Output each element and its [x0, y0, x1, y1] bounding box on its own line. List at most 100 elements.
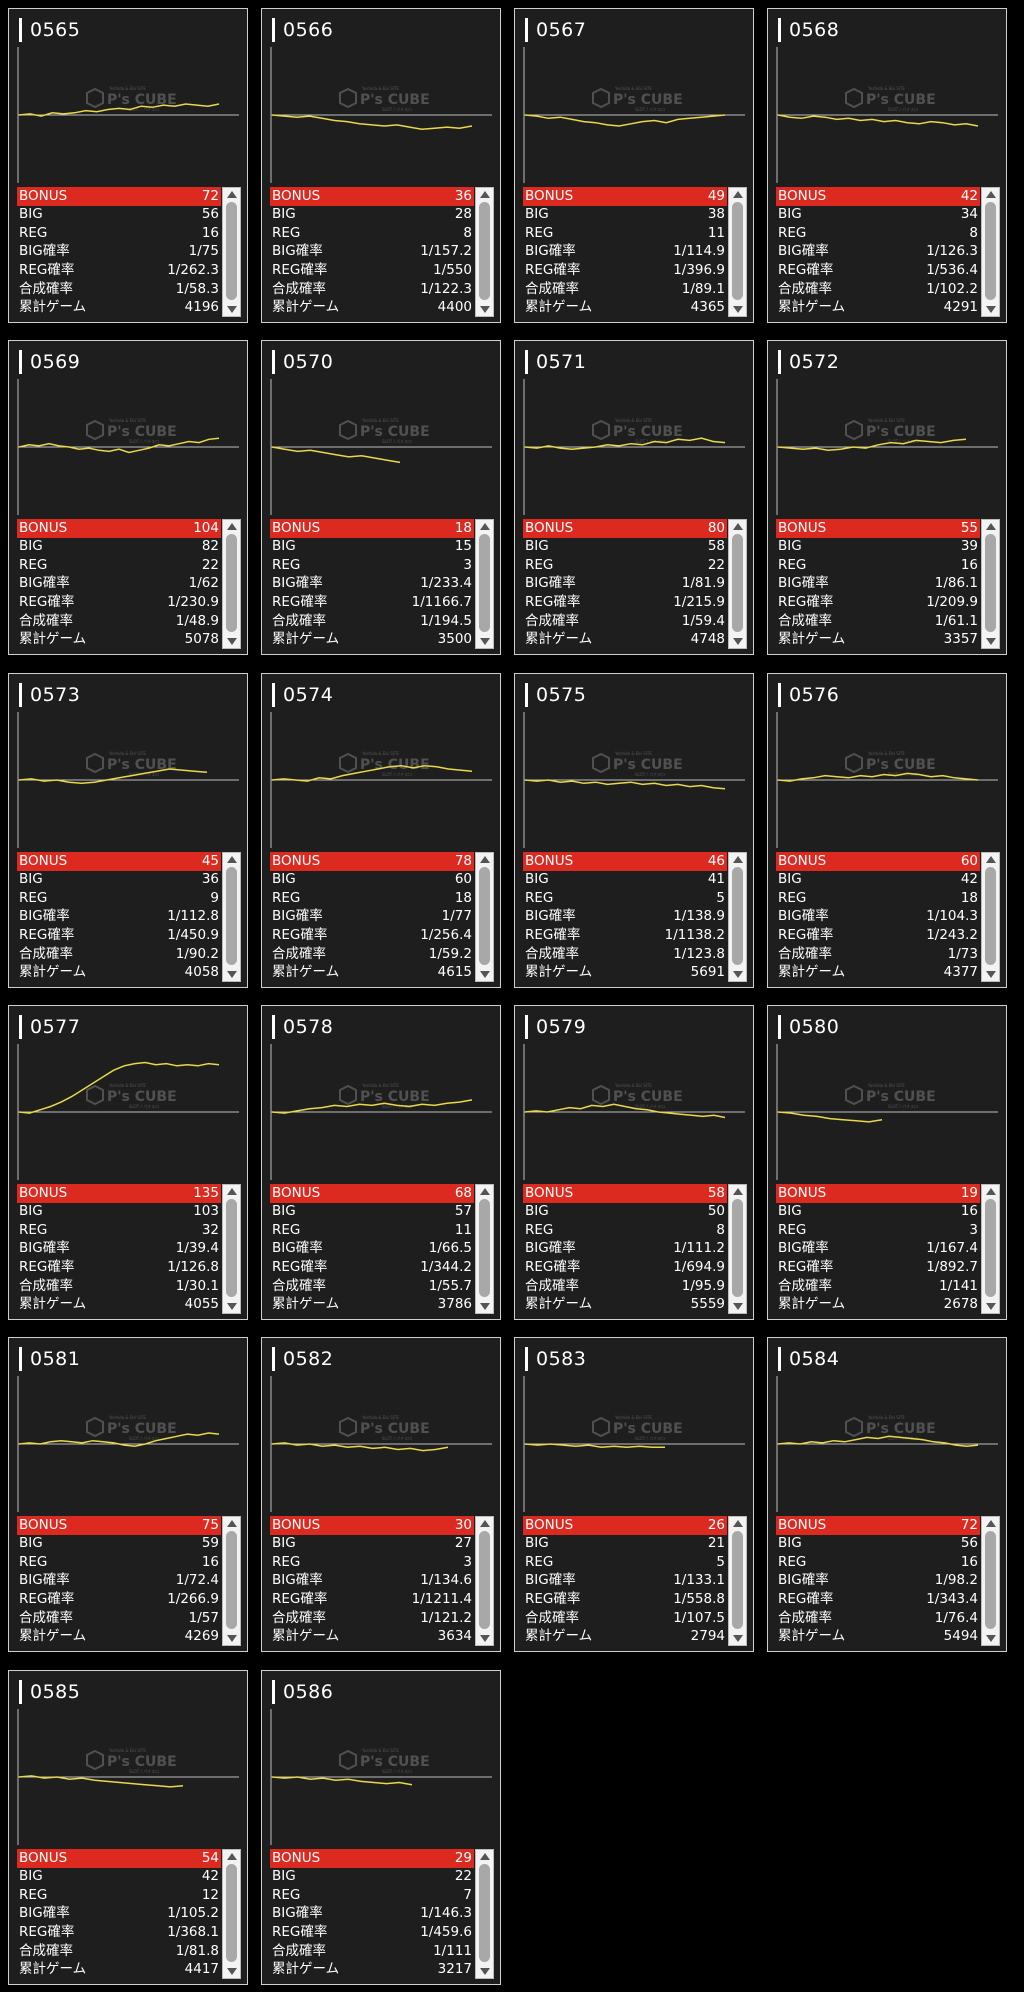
- scroll-up-arrow-icon[interactable]: [480, 1853, 490, 1860]
- scroll-down-arrow-icon[interactable]: [986, 971, 996, 978]
- stats-scrollbar[interactable]: [222, 852, 241, 982]
- scroll-up-arrow-icon[interactable]: [480, 1520, 490, 1527]
- stats-scrollbar[interactable]: [475, 519, 494, 649]
- machine-card[interactable]: 0579 P's CUBE Yoshida & Ebi SITE SLOT / …: [514, 1005, 754, 1320]
- scrollbar-thumb[interactable]: [479, 1199, 490, 1297]
- scroll-down-arrow-icon[interactable]: [227, 1968, 237, 1975]
- scroll-up-arrow-icon[interactable]: [986, 1188, 996, 1195]
- scrollbar-thumb[interactable]: [226, 1531, 237, 1629]
- scroll-down-arrow-icon[interactable]: [986, 1635, 996, 1642]
- scroll-down-arrow-icon[interactable]: [986, 638, 996, 645]
- machine-card[interactable]: 0567 P's CUBE Yoshida & Ebi SITE SLOT / …: [514, 8, 754, 323]
- machine-card[interactable]: 0565 P's CUBE Yoshida & Ebi SITE SLOT / …: [8, 8, 248, 323]
- machine-card[interactable]: 0573 P's CUBE Yoshida & Ebi SITE SLOT / …: [8, 673, 248, 988]
- stats-scrollbar[interactable]: [981, 1184, 1000, 1314]
- scroll-up-arrow-icon[interactable]: [733, 523, 743, 530]
- scroll-up-arrow-icon[interactable]: [986, 523, 996, 530]
- scroll-down-arrow-icon[interactable]: [227, 638, 237, 645]
- stats-scrollbar[interactable]: [475, 1516, 494, 1646]
- stats-scrollbar[interactable]: [475, 1184, 494, 1314]
- machine-card[interactable]: 0582 P's CUBE Yoshida & Ebi SITE SLOT / …: [261, 1337, 501, 1652]
- machine-card[interactable]: 0578 P's CUBE Yoshida & Ebi SITE SLOT / …: [261, 1005, 501, 1320]
- scrollbar-thumb[interactable]: [479, 534, 490, 632]
- scroll-up-arrow-icon[interactable]: [227, 1188, 237, 1195]
- scrollbar-thumb[interactable]: [732, 867, 743, 965]
- scroll-up-arrow-icon[interactable]: [733, 856, 743, 863]
- stats-scrollbar[interactable]: [728, 1516, 747, 1646]
- scrollbar-thumb[interactable]: [732, 534, 743, 632]
- scroll-down-arrow-icon[interactable]: [986, 306, 996, 313]
- scroll-down-arrow-icon[interactable]: [733, 971, 743, 978]
- scroll-down-arrow-icon[interactable]: [227, 1635, 237, 1642]
- machine-card[interactable]: 0584 P's CUBE Yoshida & Ebi SITE SLOT / …: [767, 1337, 1007, 1652]
- stats-scrollbar[interactable]: [475, 187, 494, 317]
- machine-card[interactable]: 0568 P's CUBE Yoshida & Ebi SITE SLOT / …: [767, 8, 1007, 323]
- scrollbar-thumb[interactable]: [985, 1199, 996, 1297]
- scroll-down-arrow-icon[interactable]: [227, 971, 237, 978]
- stats-scrollbar[interactable]: [728, 187, 747, 317]
- machine-card[interactable]: 0566 P's CUBE Yoshida & Ebi SITE SLOT / …: [261, 8, 501, 323]
- machine-card[interactable]: 0586 P's CUBE Yoshida & Ebi SITE SLOT / …: [261, 1670, 501, 1985]
- scroll-up-arrow-icon[interactable]: [480, 523, 490, 530]
- scroll-up-arrow-icon[interactable]: [986, 856, 996, 863]
- scroll-down-arrow-icon[interactable]: [733, 306, 743, 313]
- scrollbar-thumb[interactable]: [985, 534, 996, 632]
- scroll-down-arrow-icon[interactable]: [733, 1635, 743, 1642]
- stats-scrollbar[interactable]: [222, 187, 241, 317]
- scrollbar-thumb[interactable]: [226, 1864, 237, 1962]
- scrollbar-thumb[interactable]: [226, 867, 237, 965]
- scroll-up-arrow-icon[interactable]: [733, 1188, 743, 1195]
- scroll-up-arrow-icon[interactable]: [227, 1520, 237, 1527]
- scroll-down-arrow-icon[interactable]: [480, 306, 490, 313]
- stats-scrollbar[interactable]: [981, 519, 1000, 649]
- machine-card[interactable]: 0574 P's CUBE Yoshida & Ebi SITE SLOT / …: [261, 673, 501, 988]
- machine-card[interactable]: 0577 P's CUBE Yoshida & Ebi SITE SLOT / …: [8, 1005, 248, 1320]
- stats-scrollbar[interactable]: [222, 1849, 241, 1979]
- stats-scrollbar[interactable]: [475, 1849, 494, 1979]
- scrollbar-thumb[interactable]: [479, 1531, 490, 1629]
- stats-scrollbar[interactable]: [728, 852, 747, 982]
- scroll-up-arrow-icon[interactable]: [227, 191, 237, 198]
- scrollbar-thumb[interactable]: [732, 1199, 743, 1297]
- scrollbar-thumb[interactable]: [226, 202, 237, 300]
- stats-scrollbar[interactable]: [475, 852, 494, 982]
- stats-scrollbar[interactable]: [222, 1184, 241, 1314]
- scrollbar-thumb[interactable]: [985, 867, 996, 965]
- stats-scrollbar[interactable]: [222, 1516, 241, 1646]
- stats-scrollbar[interactable]: [728, 519, 747, 649]
- scroll-up-arrow-icon[interactable]: [986, 191, 996, 198]
- scroll-up-arrow-icon[interactable]: [227, 856, 237, 863]
- scrollbar-thumb[interactable]: [732, 1531, 743, 1629]
- scrollbar-thumb[interactable]: [479, 202, 490, 300]
- stats-scrollbar[interactable]: [981, 852, 1000, 982]
- machine-card[interactable]: 0583 P's CUBE Yoshida & Ebi SITE SLOT / …: [514, 1337, 754, 1652]
- machine-card[interactable]: 0585 P's CUBE Yoshida & Ebi SITE SLOT / …: [8, 1670, 248, 1985]
- scroll-down-arrow-icon[interactable]: [986, 1303, 996, 1310]
- scroll-down-arrow-icon[interactable]: [480, 638, 490, 645]
- scrollbar-thumb[interactable]: [732, 202, 743, 300]
- machine-card[interactable]: 0571 P's CUBE Yoshida & Ebi SITE SLOT / …: [514, 340, 754, 655]
- scroll-up-arrow-icon[interactable]: [733, 191, 743, 198]
- stats-scrollbar[interactable]: [981, 1516, 1000, 1646]
- machine-card[interactable]: 0575 P's CUBE Yoshida & Ebi SITE SLOT / …: [514, 673, 754, 988]
- scrollbar-thumb[interactable]: [985, 1531, 996, 1629]
- scroll-down-arrow-icon[interactable]: [480, 1303, 490, 1310]
- scroll-up-arrow-icon[interactable]: [480, 856, 490, 863]
- scroll-up-arrow-icon[interactable]: [227, 523, 237, 530]
- scroll-down-arrow-icon[interactable]: [733, 638, 743, 645]
- machine-card[interactable]: 0581 P's CUBE Yoshida & Ebi SITE SLOT / …: [8, 1337, 248, 1652]
- scroll-down-arrow-icon[interactable]: [227, 306, 237, 313]
- machine-card[interactable]: 0569 P's CUBE Yoshida & Ebi SITE SLOT / …: [8, 340, 248, 655]
- stats-scrollbar[interactable]: [981, 187, 1000, 317]
- scroll-up-arrow-icon[interactable]: [480, 191, 490, 198]
- scroll-down-arrow-icon[interactable]: [480, 1968, 490, 1975]
- scroll-down-arrow-icon[interactable]: [733, 1303, 743, 1310]
- scroll-up-arrow-icon[interactable]: [480, 1188, 490, 1195]
- machine-card[interactable]: 0576 P's CUBE Yoshida & Ebi SITE SLOT / …: [767, 673, 1007, 988]
- scrollbar-thumb[interactable]: [479, 1864, 490, 1962]
- scrollbar-thumb[interactable]: [226, 1199, 237, 1297]
- scroll-down-arrow-icon[interactable]: [480, 971, 490, 978]
- scrollbar-thumb[interactable]: [985, 202, 996, 300]
- scroll-up-arrow-icon[interactable]: [986, 1520, 996, 1527]
- machine-card[interactable]: 0580 P's CUBE Yoshida & Ebi SITE SLOT / …: [767, 1005, 1007, 1320]
